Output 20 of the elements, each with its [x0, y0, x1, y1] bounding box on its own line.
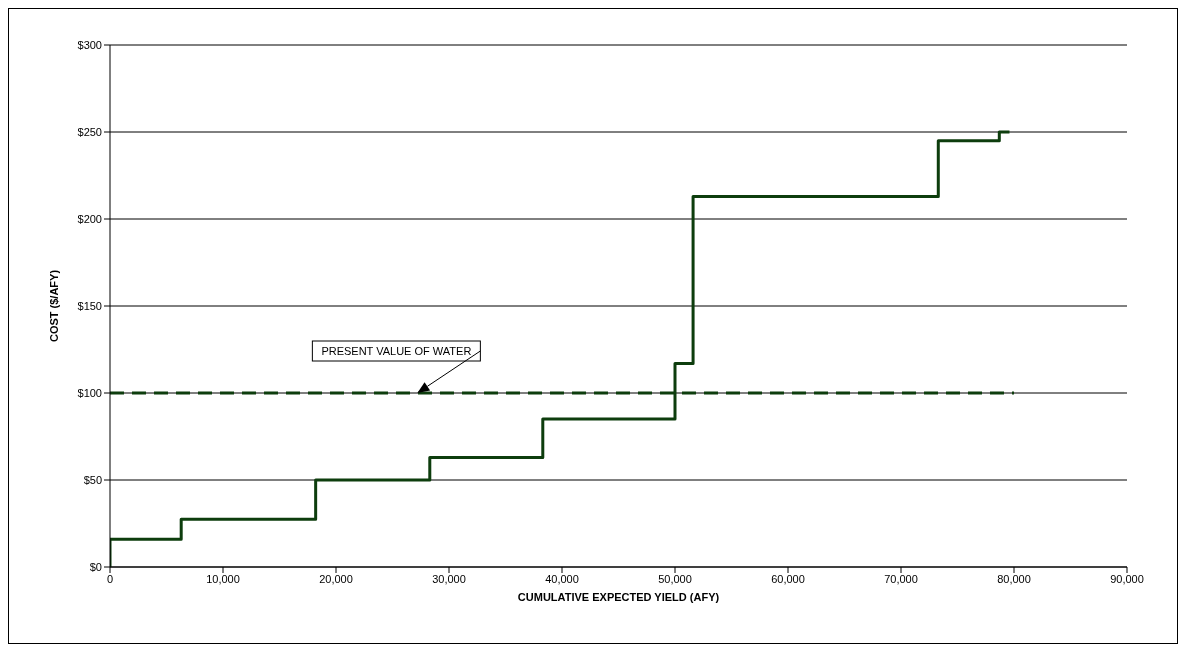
x-tick-label: 70,000 [884, 572, 918, 585]
y-tick-label: $150 [77, 299, 102, 312]
x-tick-label: 60,000 [771, 572, 805, 585]
y-tick-label: $200 [77, 212, 102, 225]
y-tick-label: $250 [77, 125, 102, 138]
annotation: PRESENT VALUE OF WATER [321, 345, 472, 357]
x-tick-label: 80,000 [997, 572, 1031, 585]
x-axis-title: CUMULATIVE EXPECTED YIELD (AFY) [517, 591, 720, 603]
x-tick-label: 0 [106, 572, 114, 585]
x-tick-label: 30,000 [432, 572, 466, 585]
x-tick-label: 50,000 [658, 572, 692, 585]
x-tick-label: 10,000 [206, 572, 240, 585]
x-tick-label: 90,000 [1110, 572, 1144, 585]
y-tick-label: $300 [77, 38, 102, 51]
x-tick-label: 20,000 [319, 572, 353, 585]
y-tick-label: $0 [89, 560, 102, 573]
y-tick-label: $50 [83, 473, 102, 486]
x-tick-label: 40,000 [545, 572, 579, 585]
y-tick-label: $100 [77, 386, 102, 399]
y-axis-title: COST ($/AFY) [47, 269, 60, 343]
